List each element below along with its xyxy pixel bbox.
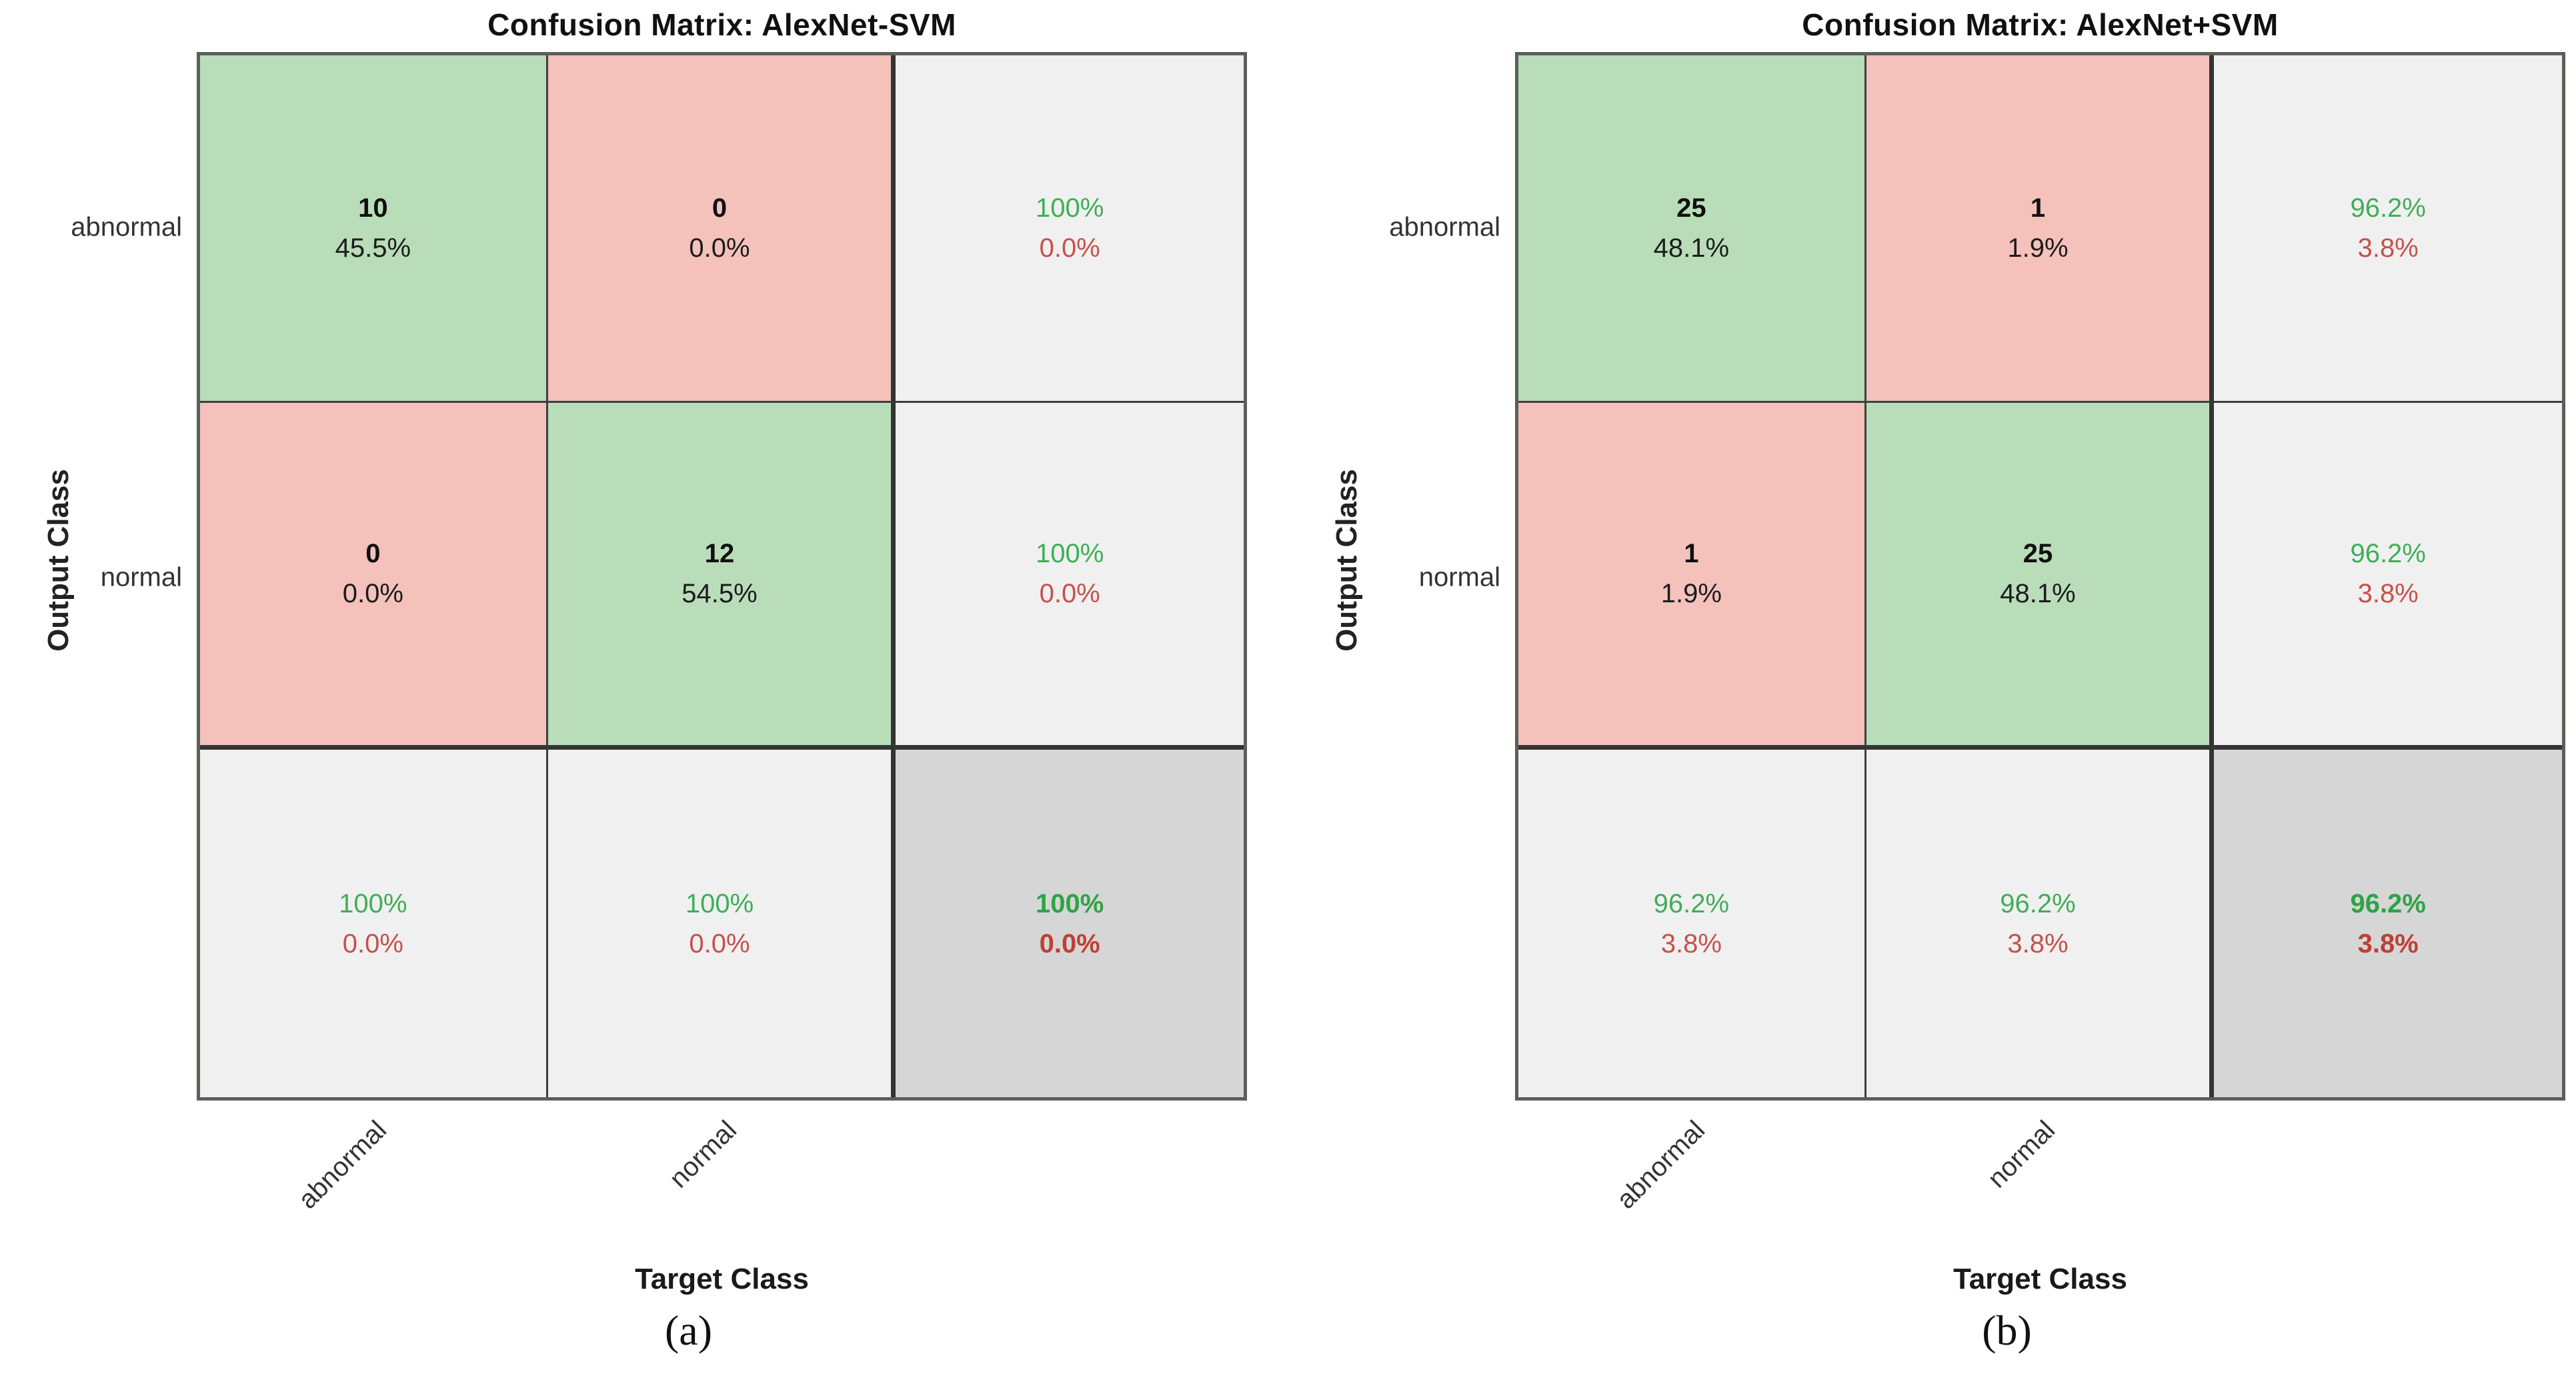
row-precision-red: 3.8%: [2357, 233, 2419, 263]
chart-title-a: Confusion Matrix: AlexNet-SVM: [487, 7, 956, 42]
y-tick-abnormal-a: abnormal: [71, 212, 182, 242]
matrix-grid-b: 25 48.1% 1 1.9% 96.2% 3.8% 1 1.9% 25 48.…: [1515, 52, 2565, 1101]
cell-count: 25: [2023, 539, 2053, 569]
cell-count: 0: [365, 539, 381, 569]
x-axis-label-b: Target Class: [1953, 1263, 2127, 1295]
chart-title-b: Confusion Matrix: AlexNet+SVM: [1802, 7, 2279, 42]
col-recall-green: 100%: [685, 888, 754, 918]
cell-count: 12: [704, 539, 735, 569]
cell-b-r2c1-false-normal: 1 1.9%: [1518, 402, 1866, 750]
cell-percent: 45.5%: [335, 233, 411, 263]
cell-count: 0: [712, 193, 728, 223]
cell-b-col1-summary: 96.2% 3.8%: [1518, 750, 1866, 1097]
row-precision-red: 0.0%: [1039, 233, 1100, 263]
cell-count: 25: [1676, 193, 1706, 223]
cell-a-r2c2-true-normal: 12 54.5%: [547, 402, 896, 750]
cell-b-r1c2-false-abnormal: 1 1.9%: [1866, 55, 2215, 403]
matrix-grid-a: 10 45.5% 0 0.0% 100% 0.0% 0 0.0% 12 54.5…: [197, 52, 1247, 1101]
cell-count: 1: [2030, 193, 2046, 223]
row-precision-green: 100%: [1036, 193, 1104, 223]
overall-error-red: 0.0%: [1039, 928, 1100, 958]
y-tick-abnormal-b: abnormal: [1389, 212, 1500, 242]
x-axis-label-a: Target Class: [635, 1263, 809, 1295]
row-precision-red: 3.8%: [2357, 579, 2419, 609]
cell-count: 10: [358, 193, 388, 223]
col-recall-green: 96.2%: [2000, 888, 2076, 918]
cell-a-row1-summary: 100% 0.0%: [896, 55, 1244, 403]
cell-percent: 54.5%: [682, 579, 758, 609]
overall-accuracy-green: 100%: [1036, 888, 1104, 918]
cell-a-r1c2-false-abnormal: 0 0.0%: [547, 55, 896, 403]
cell-b-r2c2-true-normal: 25 48.1%: [1866, 402, 2215, 750]
cell-percent: 48.1%: [2000, 579, 2076, 609]
cell-a-row2-summary: 100% 0.0%: [896, 402, 1244, 750]
cell-b-row2-summary: 96.2% 3.8%: [2214, 402, 2562, 750]
cell-a-col2-summary: 100% 0.0%: [547, 750, 896, 1097]
col-recall-red: 0.0%: [342, 928, 403, 958]
row-precision-green: 96.2%: [2350, 539, 2426, 569]
cell-b-overall-accuracy: 96.2% 3.8%: [2214, 750, 2562, 1097]
row-precision-red: 0.0%: [1039, 579, 1100, 609]
subplot-b: Confusion Matrix: AlexNet+SVM Output Cla…: [1288, 0, 2576, 1374]
overall-accuracy-green: 96.2%: [2350, 888, 2426, 918]
col-recall-red: 3.8%: [1660, 928, 1722, 958]
cell-percent: 0.0%: [689, 233, 750, 263]
cell-percent: 1.9%: [1660, 579, 1722, 609]
col-recall-red: 0.0%: [689, 928, 750, 958]
cell-b-col2-summary: 96.2% 3.8%: [1866, 750, 2215, 1097]
cell-percent: 1.9%: [2007, 233, 2069, 263]
col-recall-red: 3.8%: [2007, 928, 2069, 958]
cell-a-r2c1-false-normal: 0 0.0%: [200, 402, 548, 750]
y-axis-label-b: Output Class: [1330, 469, 1363, 652]
cell-percent: 48.1%: [1653, 233, 1730, 263]
y-axis-label-a: Output Class: [42, 469, 75, 652]
cell-a-overall-accuracy: 100% 0.0%: [896, 750, 1244, 1097]
y-tick-normal-a: normal: [100, 562, 182, 592]
col-recall-green: 100%: [339, 888, 407, 918]
row-precision-green: 96.2%: [2350, 193, 2426, 223]
overall-error-red: 3.8%: [2357, 928, 2419, 958]
row-precision-green: 100%: [1036, 539, 1104, 569]
col-recall-green: 96.2%: [1653, 888, 1730, 918]
cell-a-col1-summary: 100% 0.0%: [200, 750, 548, 1097]
cell-a-r1c1-true-abnormal: 10 45.5%: [200, 55, 548, 403]
cell-b-row1-summary: 96.2% 3.8%: [2214, 55, 2562, 403]
cell-b-r1c1-true-abnormal: 25 48.1%: [1518, 55, 1866, 403]
subfigure-label-b: (b): [1982, 1307, 2032, 1354]
subplot-a: Confusion Matrix: AlexNet-SVM Output Cla…: [42, 7, 1247, 1354]
cell-percent: 0.0%: [342, 579, 403, 609]
cell-count: 1: [1684, 539, 1699, 569]
y-tick-normal-b: normal: [1418, 562, 1500, 592]
subfigure-label-a: (a): [664, 1307, 713, 1354]
